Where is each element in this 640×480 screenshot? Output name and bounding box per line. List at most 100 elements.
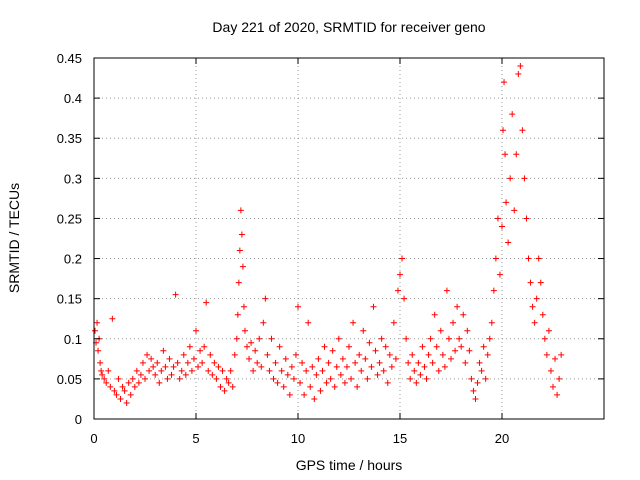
data-point: [184, 359, 191, 366]
data-point: [280, 383, 287, 390]
data-point: [174, 359, 181, 366]
data-point: [148, 355, 155, 362]
data-point: [488, 319, 495, 326]
x-tick-label: 5: [192, 431, 199, 446]
data-point: [233, 335, 240, 342]
data-point: [372, 347, 379, 354]
data-point: [305, 319, 312, 326]
data-point: [166, 355, 173, 362]
data-point: [292, 351, 299, 358]
data-point: [435, 367, 442, 374]
data-point: [276, 343, 283, 350]
data-point: [403, 335, 410, 342]
data-point: [95, 347, 102, 354]
data-point: [225, 379, 232, 386]
data-point: [252, 347, 259, 354]
data-point: [168, 371, 175, 378]
data-point: [125, 379, 132, 386]
data-point: [227, 367, 234, 374]
data-point: [554, 391, 561, 398]
data-point: [470, 387, 477, 394]
data-point: [452, 347, 459, 354]
data-point: [478, 367, 485, 374]
data-point: [250, 367, 257, 374]
data-point: [295, 303, 301, 310]
data-point: [397, 271, 403, 278]
data-point: [333, 363, 340, 370]
data-point: [146, 367, 153, 374]
data-point: [131, 383, 138, 390]
data-point: [209, 371, 216, 378]
data-point: [321, 343, 328, 350]
data-point: [284, 371, 291, 378]
plot-frame: [93, 57, 605, 420]
data-point: [248, 339, 255, 346]
data-point: [311, 395, 318, 402]
data-point: [164, 375, 171, 382]
data-point: [235, 279, 242, 286]
data-point: [213, 375, 220, 382]
data-point: [297, 379, 304, 386]
data-point: [445, 335, 452, 342]
data-point: [364, 375, 371, 382]
data-point: [205, 367, 212, 374]
data-point: [539, 311, 546, 318]
data-point: [515, 71, 522, 78]
data-point: [262, 295, 269, 302]
data-point: [307, 383, 314, 390]
data-point: [172, 291, 179, 298]
data-point: [354, 383, 361, 390]
data-point: [484, 351, 491, 358]
data-point: [207, 351, 214, 358]
data-point: [223, 375, 230, 382]
data-point: [401, 295, 408, 302]
data-point: [419, 343, 426, 350]
data-point: [348, 375, 355, 382]
data-point: [170, 363, 177, 370]
data-point: [558, 351, 565, 358]
data-point: [509, 111, 516, 118]
grid: [94, 58, 604, 419]
data-point: [433, 343, 440, 350]
data-point: [482, 375, 489, 382]
data-point: [246, 355, 253, 362]
data-point: [313, 371, 320, 378]
data-point: [278, 367, 285, 374]
data-point: [443, 287, 450, 294]
data-point: [464, 327, 471, 334]
data-point: [511, 207, 518, 214]
data-point: [237, 207, 244, 214]
data-point: [101, 375, 108, 382]
data-point: [254, 359, 261, 366]
data-point: [129, 375, 136, 382]
data-point: [480, 343, 487, 350]
data-point: [156, 379, 163, 386]
x-tick-label: 15: [393, 431, 407, 446]
data-point: [142, 375, 148, 382]
data-point: [525, 255, 532, 262]
data-point: [133, 367, 140, 374]
data-point: [415, 359, 422, 366]
data-point: [500, 127, 507, 134]
data-point: [107, 383, 114, 390]
data-point: [113, 391, 120, 398]
data-point: [476, 359, 483, 366]
y-tick-label: 0: [75, 412, 82, 427]
data-point: [533, 295, 540, 302]
data-point: [527, 279, 534, 286]
data-point: [315, 355, 322, 362]
data-point: [325, 359, 332, 366]
data-point: [382, 343, 389, 350]
data-point: [319, 367, 326, 374]
data-point: [531, 319, 538, 326]
data-point: [523, 215, 530, 222]
data-point: [178, 367, 185, 374]
data-point: [231, 351, 238, 358]
data-point: [301, 391, 308, 398]
data-point: [550, 383, 556, 390]
data-point: [135, 379, 142, 386]
data-point: [501, 79, 508, 86]
data-point: [176, 375, 183, 382]
data-point: [454, 303, 461, 310]
data-point: [270, 375, 277, 382]
